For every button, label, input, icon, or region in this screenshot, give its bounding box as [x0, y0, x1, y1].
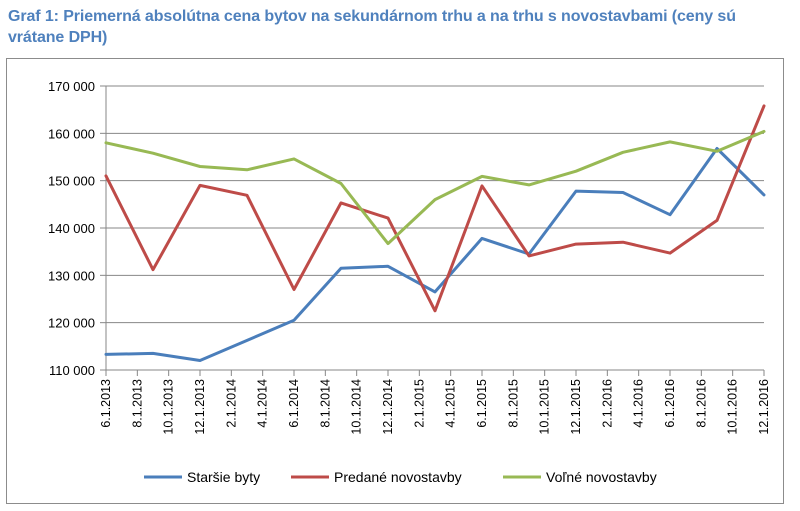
x-tick-label: 8.1.2015 — [506, 379, 520, 428]
legend-label: Predané novostavby — [334, 469, 462, 485]
series-line-1 — [104, 147, 766, 362]
x-tick-label: 10.1.2013 — [162, 379, 176, 435]
y-tick-label: 130 000 — [48, 268, 95, 283]
x-tick-label: 12.1.2013 — [193, 379, 207, 435]
x-tick-label: 6.1.2016 — [663, 379, 677, 428]
x-tick-label: 2.1.2015 — [412, 379, 426, 428]
y-tick-label: 120 000 — [48, 316, 95, 331]
y-tick-label: 140 000 — [48, 221, 95, 236]
x-tick-label: 6.1.2014 — [287, 379, 301, 428]
x-tick-label: 8.1.2014 — [318, 379, 332, 428]
x-tick-label: 4.1.2016 — [632, 379, 646, 428]
x-tick-label: 8.1.2016 — [694, 379, 708, 428]
x-tick-label: 4.1.2014 — [256, 379, 270, 428]
x-tick-label: 12.1.2014 — [381, 379, 395, 435]
x-tick-label: 6.1.2013 — [99, 379, 113, 428]
legend-label: Staršie byty — [187, 469, 260, 485]
x-tick-label: 12.1.2015 — [569, 379, 583, 435]
x-tick-label: 8.1.2013 — [130, 379, 144, 428]
x-tick-label: 2.1.2014 — [224, 379, 238, 428]
y-tick-label: 170 000 — [48, 79, 95, 94]
legend: Staršie byty Predané novostavby Voľné novo… — [144, 469, 657, 485]
axes — [100, 85, 765, 376]
x-tick-label: 12.1.2016 — [757, 379, 771, 435]
series-line-2 — [104, 104, 766, 313]
y-tick-labels: 110 000 120 000 130 000 140 000 150 000 160 0… — [48, 79, 95, 378]
x-tick-label: 10.1.2016 — [726, 379, 740, 435]
x-tick-label: 10.1.2014 — [350, 379, 364, 435]
x-tick-label: 2.1.2016 — [600, 379, 614, 428]
y-tick-label: 150 000 — [48, 174, 95, 189]
y-tick-label: 160 000 — [48, 126, 95, 141]
y-tick-label: 110 000 — [49, 363, 95, 378]
x-tick-label: 6.1.2015 — [475, 379, 489, 428]
series-lines — [104, 104, 766, 362]
x-tick-labels: 6.1.2013 8.1.2013 10.1.2013 12.1.2013 2.1.20… — [99, 379, 771, 435]
legend-label: Voľné novostavby — [546, 469, 657, 485]
chart-title: Graf 1: Priemerná absolútna cena bytov n… — [8, 8, 736, 46]
gridlines — [106, 85, 764, 324]
x-tick-label: 10.1.2015 — [538, 379, 552, 435]
x-tick-label: 4.1.2015 — [444, 379, 458, 428]
chart-frame — [6, 58, 784, 504]
